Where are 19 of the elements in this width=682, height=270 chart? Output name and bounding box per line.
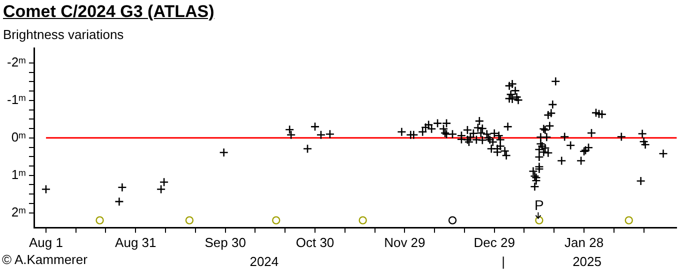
chart-title: Comet C/2024 G3 (ATLAS) [3, 2, 214, 22]
y-tick-label: 1ᵐ [11, 166, 26, 182]
annotation: P [534, 197, 544, 214]
x2-tick-label: 2025 [572, 254, 602, 269]
x-tick-label: Oct 30 [296, 235, 334, 250]
y-tick-label: 2ᵐ [11, 204, 26, 220]
x-tick-label: Aug 31 [115, 235, 156, 250]
y-tick-label: -2ᵐ [6, 54, 26, 70]
y-tick-label: -1ᵐ [6, 92, 26, 108]
y-tick-label: 0ᵐ [11, 129, 26, 144]
x2-tick-label: | [502, 254, 506, 269]
chart-subtitle: Brightness variations [3, 27, 124, 42]
text: © A.Kammerer [2, 252, 88, 267]
x-tick-label: Aug 1 [28, 235, 63, 250]
x-tick-label: Nov 29 [384, 235, 426, 250]
x-tick-label: Sep 30 [204, 235, 246, 250]
x-tick-label: Jan 28 [564, 235, 604, 250]
x-tick-label: Dec 29 [474, 235, 515, 250]
x2-tick-label: 2024 [250, 254, 279, 269]
